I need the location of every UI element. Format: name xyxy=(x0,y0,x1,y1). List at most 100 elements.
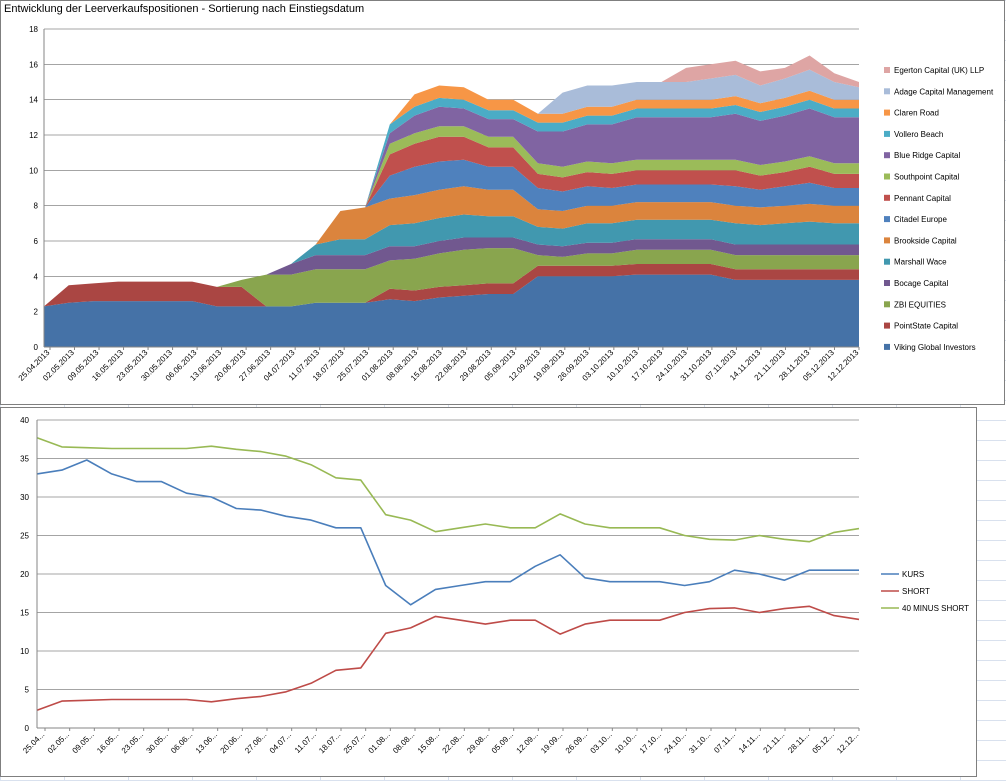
y-tick-label: 40 xyxy=(20,416,29,425)
area-brookside-capital[interactable] xyxy=(44,186,859,307)
legend-item-egerton-capital-uk-llp[interactable]: Egerton Capital (UK) LLP xyxy=(894,66,984,75)
x-tick-label: 07.11... xyxy=(712,730,737,755)
x-tick-label: 15.08... xyxy=(416,730,441,755)
area-marshall-wace[interactable] xyxy=(44,214,859,307)
area-citadel-europe[interactable] xyxy=(44,159,859,307)
legend-item-viking-global-investors[interactable]: Viking Global Investors xyxy=(894,343,976,352)
x-tick-label: 17.10... xyxy=(638,730,663,755)
stacked-area-svg: Entwicklung der Leerverkaufspositionen -… xyxy=(4,3,994,383)
x-tick-label: 27.06... xyxy=(243,730,268,755)
x-tick-label: 21.11... xyxy=(762,730,787,755)
x-tick-label: 08.08... xyxy=(391,730,416,755)
legend-swatch xyxy=(884,152,890,159)
x-tick-label: 05.12... xyxy=(811,730,836,755)
line-short[interactable] xyxy=(36,605,860,712)
area-adage-capital-management[interactable] xyxy=(44,69,859,307)
area-claren-road[interactable] xyxy=(44,85,859,307)
x-tick-label: 04.07... xyxy=(268,730,293,755)
x-tick-labels: 25.04.201302.05.201309.05.201316.05.2013… xyxy=(17,347,861,383)
y-tick-label: 30 xyxy=(20,493,29,502)
y-tick-label: 18 xyxy=(29,25,38,34)
y-tick-label: 0 xyxy=(34,343,39,352)
x-tick-label: 26.09... xyxy=(564,730,589,755)
y-tick-label: 35 xyxy=(20,455,29,464)
y-tick-label: 10 xyxy=(29,166,38,175)
x-tick-label: 25.07... xyxy=(342,730,367,755)
line-chart-svg: 0 5 10 15 20 25 30 35 40 25.04... 02.05... 09.05..… xyxy=(20,416,969,755)
area-blue-ridge-capital[interactable] xyxy=(44,106,859,307)
legend-item-kurs[interactable]: KURS xyxy=(902,570,924,579)
axes xyxy=(43,29,859,348)
legend-item-citadel-europe[interactable]: Citadel Europe xyxy=(894,215,947,224)
legend-item-claren-road[interactable]: Claren Road xyxy=(894,109,939,118)
legend-swatch xyxy=(884,67,890,73)
y-tick-label: 0 xyxy=(25,724,30,733)
legend-swatch xyxy=(884,173,890,180)
legend-swatch xyxy=(884,280,890,286)
legend-item-pointstate-capital[interactable]: PointState Capital xyxy=(894,322,958,331)
x-tick-label: 12.09... xyxy=(515,730,540,755)
legend-item-pennant-capital[interactable]: Pennant Capital xyxy=(894,194,951,203)
area-egerton-capital-uk-llp[interactable] xyxy=(44,55,859,307)
x-tick-label: 22.08... xyxy=(441,730,466,755)
x-tick-label: 09.05... xyxy=(71,730,96,755)
area-bocage-capital[interactable] xyxy=(44,237,859,307)
y-tick-labels: 0 2 4 6 8 10 12 14 16 18 xyxy=(29,25,38,352)
x-tick-label: 06.06... xyxy=(169,730,194,755)
line-series xyxy=(36,436,860,712)
area-pointstate-capital[interactable] xyxy=(44,264,859,307)
legend-item-40-minus-short[interactable]: 40 MINUS SHORT xyxy=(902,604,969,613)
legend-item-marshall-wace[interactable]: Marshall Wace xyxy=(894,258,947,267)
y-tick-label: 10 xyxy=(20,647,29,656)
y-tick-label: 15 xyxy=(20,609,29,618)
legend-swatch xyxy=(884,194,890,201)
legend-item-brookside-capital[interactable]: Brookside Capital xyxy=(894,236,957,245)
legend-swatch xyxy=(884,130,890,137)
area-pennant-capital[interactable] xyxy=(44,136,859,307)
x-tick-label: 20.06... xyxy=(219,730,244,755)
x-tick-label: 05.09... xyxy=(490,730,515,755)
x-tick-label: 24.10... xyxy=(663,730,688,755)
gridlines xyxy=(37,419,859,729)
line-chart[interactable]: 0 5 10 15 20 25 30 35 40 25.04... 02.05... 09.05..… xyxy=(0,407,977,777)
x-tick-label: 10.10... xyxy=(613,730,638,755)
legend: KURS SHORT 40 MINUS SHORT xyxy=(881,570,969,613)
legend-swatch xyxy=(884,88,890,95)
x-tick-label: 01.08... xyxy=(367,730,392,755)
legend-item-southpoint-capital[interactable]: Southpoint Capital xyxy=(894,173,960,182)
legend-swatch xyxy=(884,258,890,265)
x-tick-label: 16.05... xyxy=(95,730,120,755)
legend-item-zbi-equities[interactable]: ZBI EQUITIES xyxy=(894,300,946,309)
chart-title: Entwicklung der Leerverkaufspositionen -… xyxy=(4,3,364,15)
legend-swatch xyxy=(884,237,890,244)
x-tick-label: 11.07... xyxy=(293,730,318,755)
x-tick-label: 29.08... xyxy=(465,730,490,755)
y-tick-label: 12 xyxy=(29,131,38,140)
x-tick-label: 14.11... xyxy=(737,730,762,755)
x-tick-label: 25.04... xyxy=(21,730,46,755)
legend-item-short[interactable]: SHORT xyxy=(902,587,930,596)
legend-item-adage-capital-management[interactable]: Adage Capital Management xyxy=(894,87,994,96)
line-kurs[interactable] xyxy=(36,459,859,606)
stacked-area-chart[interactable]: Entwicklung der Leerverkaufspositionen -… xyxy=(0,0,1005,405)
x-tick-label: 23.05... xyxy=(120,730,145,755)
y-tick-label: 25 xyxy=(20,532,29,541)
x-tick-label: 18.07... xyxy=(317,730,342,755)
legend-item-bocage-capital[interactable]: Bocage Capital xyxy=(894,279,948,288)
y-tick-label: 20 xyxy=(20,570,29,579)
legend-item-blue-ridge-capital[interactable]: Blue Ridge Capital xyxy=(894,151,960,160)
line-40-minus-short[interactable] xyxy=(36,436,860,543)
legend-swatch xyxy=(884,109,890,116)
y-tick-label: 6 xyxy=(34,237,39,246)
legend-swatch xyxy=(884,301,890,308)
y-tick-label: 8 xyxy=(34,202,39,211)
legend-swatch xyxy=(884,322,890,329)
area-viking-global-investors[interactable] xyxy=(44,274,859,347)
legend-item-vollero-beach[interactable]: Vollero Beach xyxy=(894,130,943,139)
axes xyxy=(36,420,859,729)
area-zbi-equities[interactable] xyxy=(44,248,859,307)
x-tick-label: 19.09... xyxy=(539,730,564,755)
x-tick-label: 13.06... xyxy=(194,730,219,755)
x-tick-label: 31.10... xyxy=(687,730,712,755)
legend-swatch xyxy=(884,216,890,223)
